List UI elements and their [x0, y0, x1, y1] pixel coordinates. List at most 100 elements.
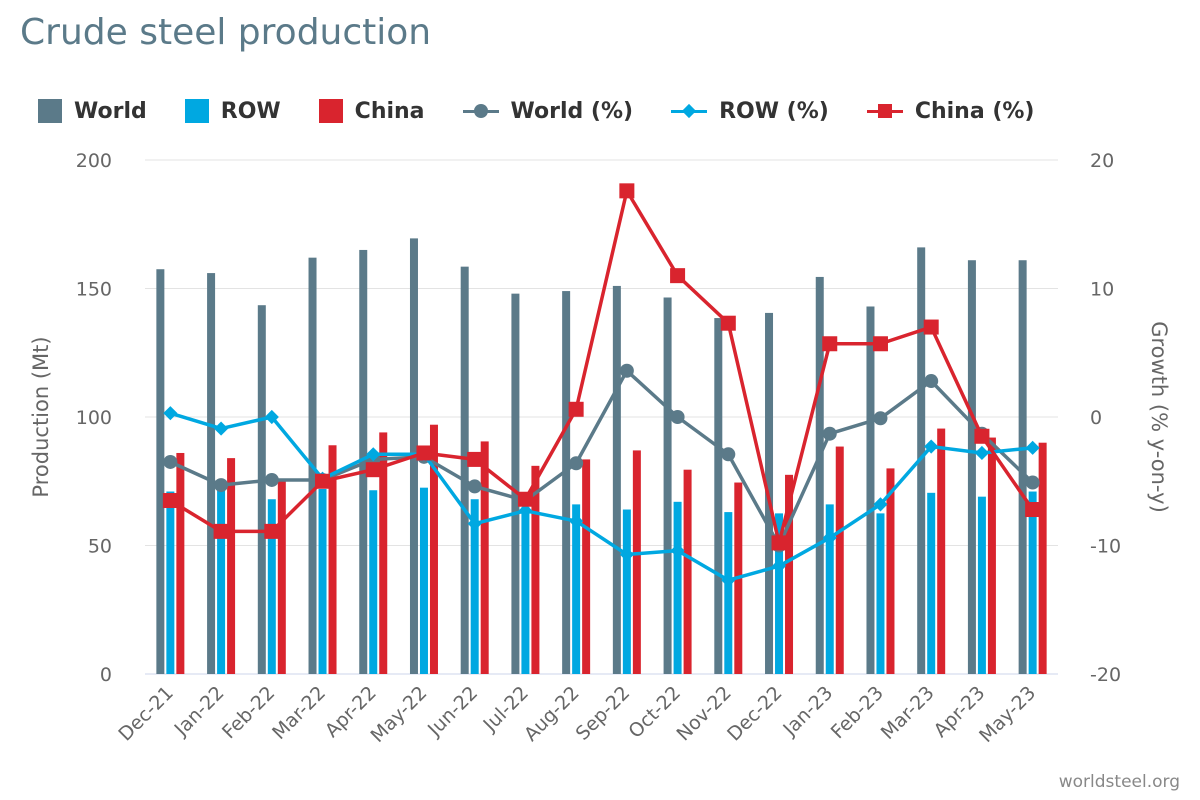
- legend-swatch: [866, 99, 903, 123]
- point-china: [974, 428, 990, 444]
- bar-world: [257, 305, 266, 674]
- bar-china: [429, 424, 438, 674]
- point-world: [569, 456, 584, 471]
- legend-swatch: [184, 99, 209, 123]
- bar-world: [207, 273, 216, 674]
- legend-label: World (%): [510, 98, 634, 124]
- legend-item-china[interactable]: China (%): [866, 98, 1035, 124]
- bar-row: [166, 491, 175, 674]
- y-tick-label: 100: [76, 407, 112, 429]
- point-china: [315, 473, 331, 489]
- point-china: [162, 493, 178, 509]
- point-row: [974, 445, 989, 461]
- bar-world: [562, 291, 571, 674]
- point-world: [264, 472, 279, 487]
- y2-tick-label: 10: [1090, 279, 1114, 301]
- point-world: [924, 374, 939, 389]
- point-world: [467, 479, 482, 494]
- chart-legend: World ROW China World (%) ROW (%) China (%): [38, 95, 1072, 127]
- y2-tick-label: 0: [1090, 407, 1102, 429]
- x-tick-label: Jan-23: [778, 682, 837, 741]
- bar-china: [379, 432, 388, 674]
- bar-world: [460, 266, 469, 674]
- x-tick-label: Sep-22: [572, 682, 635, 745]
- series-line-china: [169, 189, 1035, 545]
- legend-item-world[interactable]: World: [38, 99, 147, 124]
- y-tick-label: 50: [88, 536, 112, 558]
- point-row: [467, 516, 482, 531]
- legend-swatch: [318, 99, 343, 123]
- bar-row: [977, 496, 986, 674]
- bar-china: [886, 468, 895, 674]
- bar-china: [937, 428, 946, 674]
- point-world: [721, 447, 736, 462]
- legend-swatch: [38, 99, 62, 123]
- point-china: [923, 319, 939, 335]
- bar-china: [683, 469, 692, 674]
- legend-label: World: [74, 98, 147, 124]
- bar-world: [866, 306, 875, 674]
- bar-china: [835, 446, 844, 674]
- bar-china: [1038, 442, 1047, 674]
- bar-row: [673, 501, 682, 674]
- point-world: [214, 478, 229, 493]
- y2-tick-label: -20: [1090, 664, 1121, 686]
- bar-china: [277, 479, 286, 674]
- point-row: [924, 439, 939, 454]
- point-row: [163, 406, 178, 421]
- point-world: [619, 363, 634, 378]
- series-line-world: [169, 368, 1034, 548]
- bar-china: [785, 474, 794, 674]
- bar-china: [227, 458, 236, 674]
- legend-item-china[interactable]: China: [318, 99, 425, 124]
- point-china: [517, 491, 533, 507]
- point-row: [569, 514, 584, 529]
- y2-tick-label: -10: [1090, 536, 1121, 558]
- legend-item-world[interactable]: World (%): [462, 98, 634, 124]
- x-tick-label: Aug-22: [520, 682, 584, 746]
- point-china: [467, 451, 483, 467]
- point-china: [568, 401, 584, 417]
- point-row: [822, 530, 837, 545]
- point-china: [416, 445, 432, 461]
- y-tick-label: 0: [100, 664, 112, 686]
- bar-row: [876, 513, 885, 674]
- y-tick-label: 200: [76, 150, 112, 172]
- x-tick-label: Feb-22: [218, 682, 279, 743]
- point-china: [1025, 502, 1041, 518]
- bar-world: [714, 318, 723, 674]
- point-china: [264, 523, 280, 539]
- point-china: [771, 535, 787, 551]
- bar-row: [1028, 491, 1037, 674]
- legend-item-row[interactable]: ROW: [184, 99, 281, 124]
- x-tick-label: Mar-23: [877, 682, 939, 744]
- bar-china: [632, 450, 641, 674]
- bar-china: [480, 441, 489, 674]
- legend-swatch: [462, 99, 499, 123]
- y-axis-title: Production (Mt): [29, 336, 53, 497]
- bar-china: [328, 445, 337, 674]
- series-line-row: [169, 411, 1033, 582]
- legend-item-row[interactable]: ROW (%): [671, 99, 829, 124]
- bar-row: [419, 487, 428, 674]
- bar-world: [917, 247, 926, 674]
- x-tick-label: Dec-22: [723, 682, 787, 746]
- point-china: [822, 336, 838, 352]
- bar-row: [724, 512, 733, 674]
- bar-world: [511, 293, 520, 674]
- bar-row: [825, 504, 834, 674]
- bar-china: [531, 465, 540, 674]
- point-china: [670, 268, 686, 284]
- point-world: [670, 410, 685, 424]
- point-row: [518, 503, 533, 518]
- bar-row: [521, 506, 530, 674]
- bar-china: [582, 459, 591, 674]
- point-row: [721, 573, 736, 588]
- bar-row: [622, 509, 631, 674]
- y-tick-label: 150: [76, 279, 112, 301]
- point-china: [720, 315, 736, 331]
- bar-row: [775, 513, 784, 674]
- y2-axis-title: Growth (% y-on-y): [1147, 321, 1171, 513]
- legend-label: China (%): [914, 98, 1035, 124]
